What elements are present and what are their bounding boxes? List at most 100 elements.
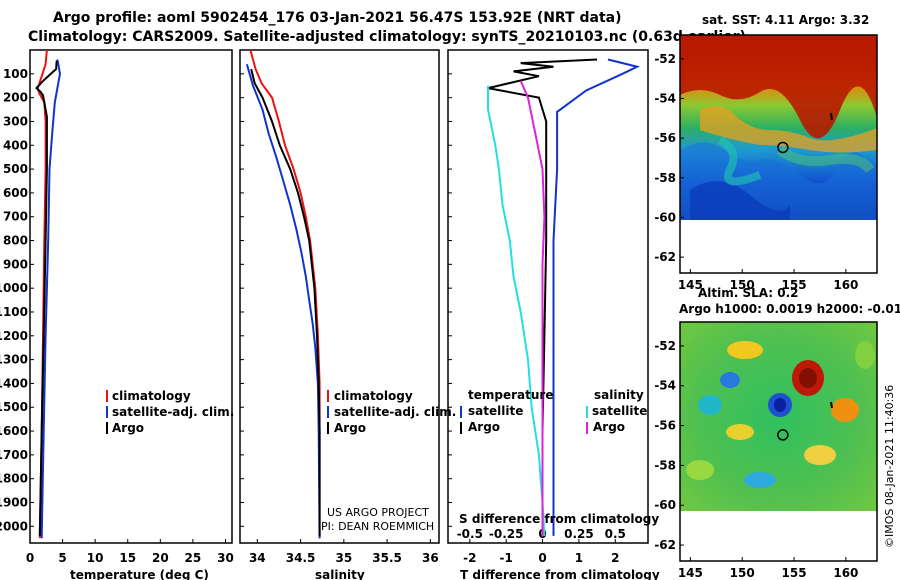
depth-tick-label: 1300 <box>0 353 28 367</box>
sla-map-frame <box>679 321 878 562</box>
salinity-difference-axis: -0.5 -0.25 0 0.25 0.5 <box>457 527 626 541</box>
sla-map-image <box>680 322 877 511</box>
project-annotation: US ARGO PROJECT <box>327 506 429 519</box>
series-line-temperature-argo <box>487 58 598 536</box>
map-x-tick-label: 160 <box>833 278 858 292</box>
salinity-series <box>245 49 321 539</box>
series-line-temperature-satellite <box>552 58 641 536</box>
depth-tick-label: 2000 <box>0 519 28 533</box>
depth-tick-label: 1600 <box>0 424 28 438</box>
depth-axis: 100 200 300 400 500 600 700 800 900 1000 1100 1200 1… <box>0 67 452 533</box>
depth-tick-label: 600 <box>3 186 28 200</box>
float-track-icon <box>830 401 833 409</box>
sst-map-image <box>680 35 877 220</box>
depth-tick-label: 200 <box>3 91 28 105</box>
sst-map-frame <box>679 34 878 274</box>
map-x-tick-label: 150 <box>730 566 755 580</box>
x-tick-label: 35.5 <box>372 551 402 565</box>
depth-tick-label: 1200 <box>0 329 28 343</box>
map-x-tick-label: 160 <box>833 566 858 580</box>
map-x-tick-label: 155 <box>782 278 807 292</box>
map-x-tick-label: 145 <box>678 278 703 292</box>
depth-tick-label: 1700 <box>0 448 28 462</box>
legend-label-argo: Argo <box>334 421 366 435</box>
legend-swatch-climatology <box>106 390 108 402</box>
difference-series <box>487 58 641 536</box>
s-difference-xlabel: S difference from climatology <box>459 512 659 526</box>
series-line-salinity-satellite <box>487 85 546 536</box>
map-y-tick-label: -54 <box>654 379 676 393</box>
depth-tick-label: 100 <box>3 67 28 81</box>
legend-label-s-satellite: satellite <box>592 404 647 418</box>
map-y-tick-label: -58 <box>654 171 676 185</box>
depth-tick-label: 1400 <box>0 376 28 390</box>
map-x-tick-label: 145 <box>678 566 703 580</box>
x-tick-label: -1 <box>500 551 513 565</box>
x-tick-label: 2 <box>611 551 619 565</box>
x-tick-label: 34.5 <box>286 551 316 565</box>
x-tick-label: 30 <box>217 551 234 565</box>
map-x-tick-label: 150 <box>730 278 755 292</box>
s-diff-tick-label: 0.25 <box>564 527 594 541</box>
x-tick-label: 25 <box>185 551 202 565</box>
temperature-xlabel: temperature (deg C) <box>70 568 209 580</box>
legend-swatch-climatology <box>327 390 329 402</box>
series-line-argo <box>250 68 321 536</box>
map-x-tick-label: 155 <box>782 566 807 580</box>
x-tick-label: -2 <box>463 551 476 565</box>
salinity-x-axis: 34 34.5 35 35.5 36 <box>249 539 439 565</box>
salinity-panel-frame <box>239 49 440 544</box>
difference-x-axis: -2 -1 0 1 2 <box>463 539 619 565</box>
map-y-tick-label: -62 <box>654 538 676 552</box>
legend-label-climatology: climatology <box>112 389 191 403</box>
x-tick-label: 0 <box>26 551 34 565</box>
argo-float-marker <box>777 141 789 154</box>
s-diff-tick-label: 0.5 <box>605 527 626 541</box>
legend-swatch-satellite <box>327 406 329 418</box>
legend-label-climatology: climatology <box>334 389 413 403</box>
sla-map-subtitle: Argo h1000: 0.0019 h2000: -0.012 <box>679 302 900 316</box>
map-y-tick-label: -60 <box>654 210 676 224</box>
map-y-tick-label: -62 <box>654 250 676 264</box>
difference-xlabel: T difference from climatology <box>460 568 660 580</box>
salinity-xlabel: salinity <box>315 568 365 580</box>
x-tick-label: 10 <box>87 551 104 565</box>
depth-tick-label: 700 <box>3 210 28 224</box>
figure-title-line1: Argo profile: aoml 5902454_176 03-Jan-20… <box>53 10 622 26</box>
temperature-series <box>35 49 62 539</box>
legend-swatch-s-satellite <box>586 406 588 418</box>
salinity-legend: climatology satellite-adj. clim. Argo <box>327 389 456 435</box>
depth-tick-label: 300 <box>3 114 28 128</box>
temperature-legend: climatology satellite-adj. clim. Argo <box>106 389 234 435</box>
sla-map-axes: 145 150 155 160 -52 -54 -56 -58 -60 -62 <box>654 339 858 580</box>
x-tick-label: 20 <box>152 551 169 565</box>
legend-label-argo: Argo <box>112 421 144 435</box>
imos-watermark: ©IMOS 08-Jan-2021 11:40:36 <box>883 385 896 548</box>
depth-tick-label: 500 <box>3 162 28 176</box>
sst-map-title: sat. SST: 4.11 Argo: 3.32 <box>702 13 869 27</box>
legend-swatch-t-argo <box>460 422 462 434</box>
x-tick-label: 34 <box>249 551 266 565</box>
figure-title-line2: Climatology: CARS2009. Satellite-adjuste… <box>28 29 746 45</box>
depth-tick-label: 1500 <box>0 400 28 414</box>
legend-label-satellite: satellite-adj. clim. <box>112 405 234 419</box>
s-diff-tick-label: -0.25 <box>489 527 524 541</box>
legend-swatch-argo <box>106 422 108 434</box>
pi-annotation: PI: DEAN ROEMMICH <box>321 520 434 533</box>
float-track-icon <box>830 112 833 121</box>
map-y-tick-label: -52 <box>654 52 676 66</box>
series-line-argo <box>35 60 58 536</box>
legend-label-t-satellite: satellite <box>468 404 523 418</box>
legend-label-s-argo: Argo <box>593 420 625 434</box>
legend-label-t-argo: Argo <box>468 420 500 434</box>
difference-panel-frame <box>447 49 649 544</box>
x-tick-label: 35 <box>335 551 352 565</box>
depth-tick-label: 1000 <box>0 281 28 295</box>
map-y-tick-label: -60 <box>654 498 676 512</box>
map-y-tick-label: -52 <box>654 339 676 353</box>
map-y-tick-label: -56 <box>654 131 676 145</box>
depth-tick-label: 1800 <box>0 472 28 486</box>
sst-map-axes: 145 150 155 160 -52 -54 -56 -58 -60 -62 <box>654 52 858 292</box>
legend-title-salinity: salinity <box>594 388 644 402</box>
series-line-salinity-argo <box>519 80 546 536</box>
